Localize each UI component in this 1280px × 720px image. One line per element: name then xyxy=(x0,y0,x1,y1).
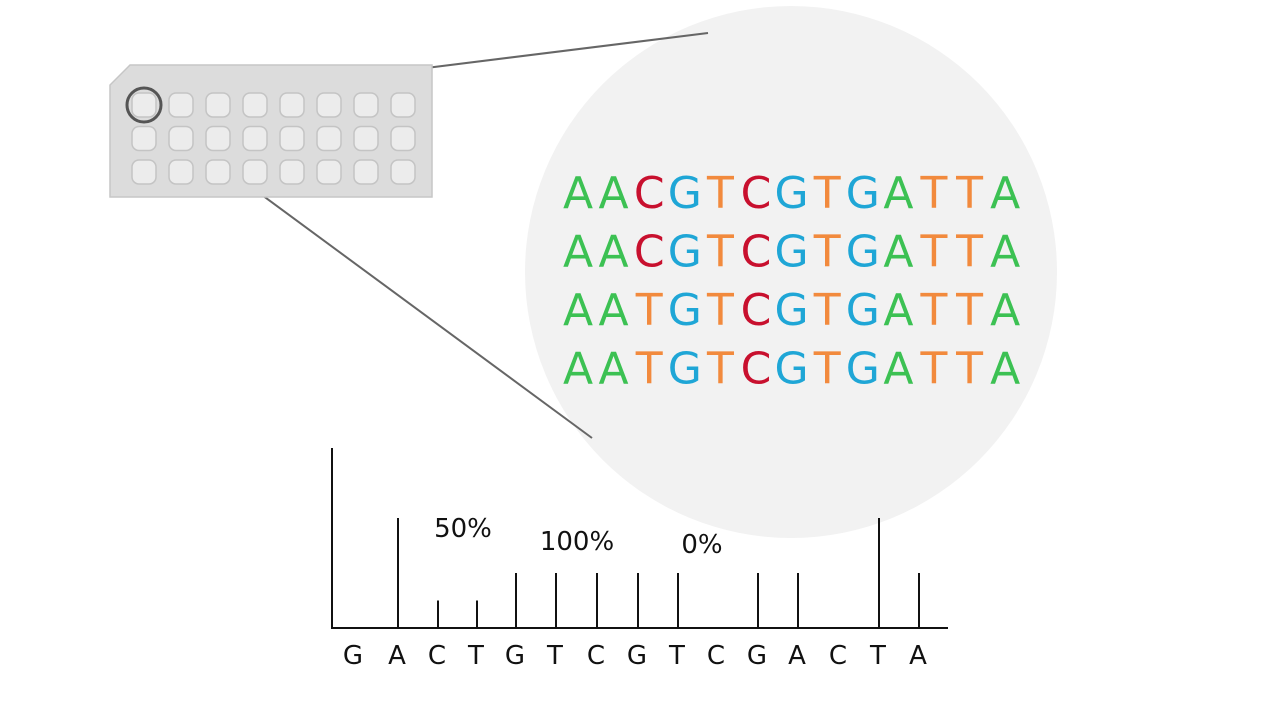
well xyxy=(279,125,305,152)
pyrogram: G A C T G T C G T C G A C T A50% 100% 0% xyxy=(343,514,927,671)
well xyxy=(353,159,379,185)
well xyxy=(279,92,305,118)
well xyxy=(316,92,342,118)
sequence: A A CG T CG T GA T T A xyxy=(563,227,1020,278)
well xyxy=(131,125,157,152)
dispensation-label: T xyxy=(467,641,484,671)
dispensation-label: C xyxy=(707,641,725,671)
sequence: A A T G T CG T GA T T A xyxy=(563,344,1020,395)
well xyxy=(242,125,268,152)
well xyxy=(168,125,194,152)
dispensation-label: C xyxy=(587,641,605,671)
plate xyxy=(109,64,433,198)
percent-annotation: 100% xyxy=(540,527,614,557)
selected-well xyxy=(125,86,163,124)
percent-annotation: 0% xyxy=(681,530,722,560)
well xyxy=(390,125,416,152)
zoom-circle xyxy=(525,6,1057,538)
dispensation-label: A xyxy=(788,641,806,671)
well xyxy=(205,125,231,152)
well xyxy=(242,159,268,185)
dispensation-label: G xyxy=(627,641,647,671)
well xyxy=(168,159,194,185)
dispensation-label: T xyxy=(869,641,886,671)
sequence: A A T G T CG T GA T T A xyxy=(563,285,1020,336)
dispensation-label: A xyxy=(909,641,927,671)
dispensation-label: T xyxy=(668,641,685,671)
dispensation-label: T xyxy=(546,641,563,671)
well xyxy=(390,159,416,185)
well xyxy=(242,92,268,118)
well xyxy=(353,125,379,152)
well xyxy=(205,92,231,118)
dispensation-label: C xyxy=(829,641,847,671)
dispensation-label: G xyxy=(505,641,525,671)
dispensation-label: G xyxy=(747,641,767,671)
sequence: A A CG T CG T GA T T A xyxy=(563,168,1020,219)
well xyxy=(131,159,157,185)
wells xyxy=(131,92,416,185)
well xyxy=(131,92,157,118)
well xyxy=(279,159,305,185)
dispensation-label: G xyxy=(343,641,363,671)
well xyxy=(316,125,342,152)
sequences: A A CG T CG T GA T T A A A CG T CG T GA T T A A A T G T CG T GA T T A A… xyxy=(563,168,1020,395)
dispensation-label: A xyxy=(388,641,406,671)
well xyxy=(390,92,416,118)
percent-annotation: 50% xyxy=(434,514,492,544)
dispensation-label: C xyxy=(428,641,446,671)
well xyxy=(353,92,379,118)
well xyxy=(168,92,194,118)
well xyxy=(316,159,342,185)
well xyxy=(205,159,231,185)
